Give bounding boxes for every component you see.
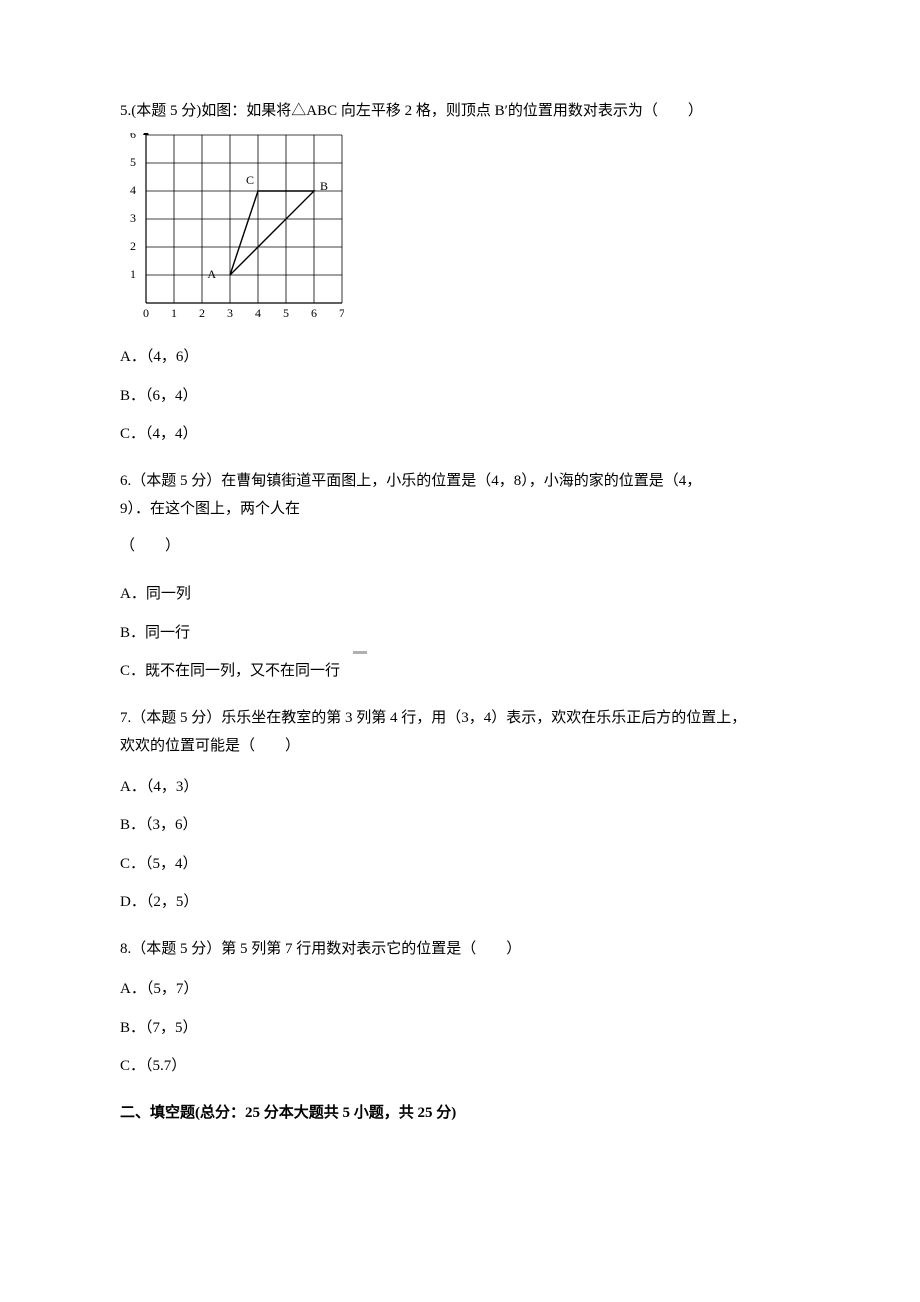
grid-chart: 1 2 3 4 5 6 0 1 2 3 4 5 6 7 A B C [120,133,344,325]
q5-options: A．（4，6） B．（6，4） C．（4，4） [120,346,800,446]
question-6: 6.（本题 5 分）在曹甸镇街道平面图上，小乐的位置是（4，8），小海的家的位置… [120,470,800,683]
q7-optC: C．（5，4） [120,853,800,876]
q7-line2: 欢欢的位置可能是（ ） [120,735,800,758]
q5-optA: A．（4，6） [120,346,800,369]
question-8: 8.（本题 5 分）第 5 列第 7 行用数对表示它的位置是（ ） A．（5，7… [120,938,800,1078]
svg-text:1: 1 [171,306,177,320]
svg-text:B: B [320,178,328,192]
q6-line1: 6.（本题 5 分）在曹甸镇街道平面图上，小乐的位置是（4，8），小海的家的位置… [120,470,800,493]
q6-line2: 9）．在这个图上，两个人在 [120,498,800,521]
page-center-mark [353,651,367,654]
svg-text:5: 5 [130,154,136,168]
q8-optC: C．（5.7） [120,1055,800,1078]
q7-optB: B．（3，6） [120,814,800,837]
q6-optB: B．同一行 [120,622,800,645]
q5-optB: B．（6，4） [120,385,800,408]
q6-optC: C．既不在同一列，又不在同一行 [120,660,800,683]
q7-optD: D．（2，5） [120,891,800,914]
svg-text:C: C [246,173,254,187]
svg-text:6: 6 [130,133,136,141]
q6-optA: A．同一列 [120,583,800,606]
q5-header: 5.(本题 5 分)如图：如果将△ABC 向左平移 2 格，则顶点 B′的位置用… [120,100,800,123]
svg-text:2: 2 [130,238,136,252]
q7-optA: A．（4，3） [120,776,800,799]
question-5: 5.(本题 5 分)如图：如果将△ABC 向左平移 2 格，则顶点 B′的位置用… [120,100,800,446]
svg-text:A: A [207,266,216,280]
svg-text:4: 4 [255,306,261,320]
svg-text:7: 7 [339,306,344,320]
svg-text:5: 5 [283,306,289,320]
svg-text:0: 0 [143,306,149,320]
q7-line1: 7.（本题 5 分）乐乐坐在教室的第 3 列第 4 行，用（3，4）表示，欢欢在… [120,707,800,730]
q8-optB: B．（7，5） [120,1017,800,1040]
section2-title: 二、填空题(总分：25 分本大题共 5 小题，共 25 分) [120,1102,800,1125]
svg-text:2: 2 [199,306,205,320]
svg-text:1: 1 [130,266,136,280]
q5-optC: C．（4，4） [120,423,800,446]
svg-text:4: 4 [130,182,136,196]
q8-options: A．（5，7） B．（7，5） C．（5.7） [120,978,800,1078]
svg-text:6: 6 [311,306,317,320]
svg-text:3: 3 [227,306,233,320]
q6-options: A．同一列 B．同一行 C．既不在同一列，又不在同一行 [120,583,800,683]
q8-optA: A．（5，7） [120,978,800,1001]
svg-text:3: 3 [130,210,136,224]
q7-options: A．（4，3） B．（3，6） C．（5，4） D．（2，5） [120,776,800,914]
question-7: 7.（本题 5 分）乐乐坐在教室的第 3 列第 4 行，用（3，4）表示，欢欢在… [120,707,800,914]
q8-header: 8.（本题 5 分）第 5 列第 7 行用数对表示它的位置是（ ） [120,938,800,961]
q5-chart: 1 2 3 4 5 6 0 1 2 3 4 5 6 7 A B C [120,133,800,333]
q6-line3: （ ） [120,535,180,558]
